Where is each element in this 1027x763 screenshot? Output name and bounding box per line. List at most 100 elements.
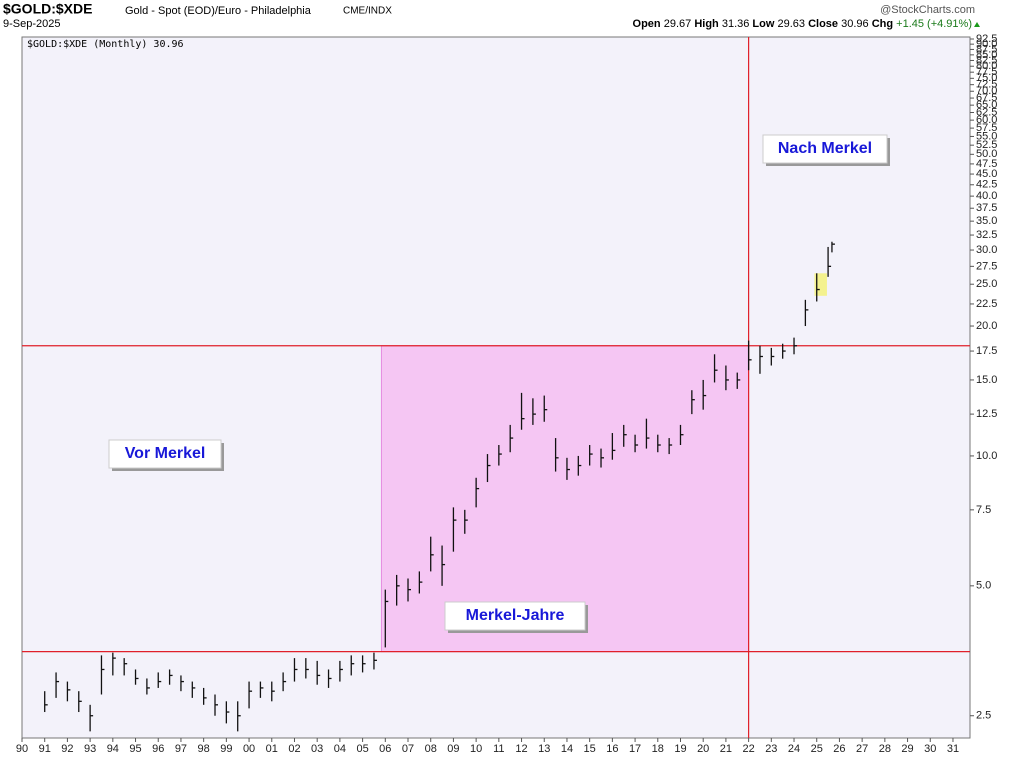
y-tick-label: 7.5 bbox=[976, 504, 991, 516]
x-tick-label: 02 bbox=[288, 743, 300, 755]
y-tick-label: 70.0 bbox=[976, 85, 997, 97]
quote-label: Low bbox=[752, 18, 774, 30]
x-tick-label: 04 bbox=[334, 743, 346, 755]
x-tick-label: 31 bbox=[947, 743, 959, 755]
annotation-box bbox=[444, 601, 586, 631]
x-tick-label: 99 bbox=[220, 743, 232, 755]
y-tick-label: 62.5 bbox=[976, 106, 997, 118]
x-tick-label: 23 bbox=[765, 743, 777, 755]
y-tick-label: 2.5 bbox=[976, 710, 991, 722]
x-tick-label: 05 bbox=[356, 743, 368, 755]
x-tick-label: 03 bbox=[311, 743, 323, 755]
y-tick-label: 5.0 bbox=[976, 580, 991, 592]
x-tick-label: 96 bbox=[152, 743, 164, 755]
date: 9-Sep-2025 bbox=[3, 18, 61, 30]
legend-label: $GOLD:$XDE (Monthly) 30.96 bbox=[27, 39, 184, 50]
x-tick-label: 07 bbox=[402, 743, 414, 755]
y-tick-label: 75.0 bbox=[976, 72, 997, 84]
description: Gold - Spot (EOD)/Euro - Philadelphia bbox=[125, 5, 312, 17]
x-tick-label: 11 bbox=[493, 743, 504, 755]
y-tick-label: 57.5 bbox=[976, 122, 997, 134]
x-tick-label: 28 bbox=[879, 743, 891, 755]
quote-value: +1.45 (+4.91%) bbox=[896, 18, 972, 30]
x-tick-label: 17 bbox=[629, 743, 641, 755]
y-tick-label: 47.5 bbox=[976, 158, 997, 170]
x-tick-label: 92 bbox=[61, 743, 73, 755]
quote-value: 29.67 bbox=[664, 18, 692, 30]
x-tick-label: 94 bbox=[107, 743, 119, 755]
y-tick-label: 42.5 bbox=[976, 179, 997, 191]
y-tick-label: 60.0 bbox=[976, 114, 997, 126]
y-tick-label: 15.0 bbox=[976, 374, 997, 386]
annotation-box bbox=[108, 439, 222, 469]
x-tick-label: 13 bbox=[538, 743, 550, 755]
y-tick-label: 27.5 bbox=[976, 260, 997, 272]
quote: Open 29.67 High 31.36 Low 29.63 Close 30… bbox=[633, 18, 972, 30]
y-tick-label: 87.5 bbox=[976, 43, 997, 55]
x-tick-label: 08 bbox=[425, 743, 437, 755]
y-tick-label: 52.5 bbox=[976, 139, 997, 151]
x-tick-label: 26 bbox=[833, 743, 845, 755]
quote-value: 31.36 bbox=[722, 18, 750, 30]
quote-value: 30.96 bbox=[841, 18, 869, 30]
y-tick-label: 45.0 bbox=[976, 168, 997, 180]
y-tick-label: 55.0 bbox=[976, 130, 997, 142]
y-tick-label: 80.0 bbox=[976, 60, 997, 72]
annotation: Merkel-Jahre bbox=[466, 607, 565, 624]
y-tick-label: 12.5 bbox=[976, 408, 997, 420]
y-tick-label: 30.0 bbox=[976, 244, 997, 256]
y-tick-label: 32.5 bbox=[976, 229, 997, 241]
y-tick-label: 82.5 bbox=[976, 54, 997, 66]
x-tick-label: 95 bbox=[129, 743, 141, 755]
x-tick-label: 01 bbox=[266, 743, 278, 755]
x-tick-label: 15 bbox=[584, 743, 596, 755]
y-tick-label: 85.0 bbox=[976, 49, 997, 61]
y-tick-label: 90.0 bbox=[976, 38, 997, 50]
exchange: CME/INDX bbox=[343, 6, 392, 17]
y-tick-label: 92.5 bbox=[976, 33, 997, 45]
x-tick-label: 93 bbox=[84, 743, 96, 755]
y-tick-label: 67.5 bbox=[976, 92, 997, 104]
x-tick-label: 20 bbox=[697, 743, 709, 755]
y-tick-label: 65.0 bbox=[976, 99, 997, 111]
x-tick-label: 91 bbox=[39, 743, 51, 755]
x-tick-label: 29 bbox=[901, 743, 913, 755]
quote-label: Chg bbox=[872, 18, 893, 30]
quote-label: High bbox=[694, 18, 719, 30]
quote-value: 29.63 bbox=[777, 18, 805, 30]
symbol: $GOLD:$XDE bbox=[3, 1, 92, 17]
y-tick-label: 25.0 bbox=[976, 278, 997, 290]
annotation: Vor Merkel bbox=[125, 445, 206, 462]
x-tick-label: 22 bbox=[742, 743, 754, 755]
x-tick-label: 10 bbox=[470, 743, 482, 755]
y-tick-label: 50.0 bbox=[976, 148, 997, 160]
y-tick-label: 37.5 bbox=[976, 202, 997, 214]
x-tick-label: 16 bbox=[606, 743, 618, 755]
x-tick-label: 09 bbox=[447, 743, 459, 755]
y-tick-label: 17.5 bbox=[976, 345, 997, 357]
x-tick-label: 27 bbox=[856, 743, 868, 755]
x-tick-label: 12 bbox=[515, 743, 527, 755]
y-tick-label: 77.5 bbox=[976, 66, 997, 78]
x-tick-label: 97 bbox=[175, 743, 187, 755]
source: @StockCharts.com bbox=[880, 4, 975, 16]
y-tick-label: 35.0 bbox=[976, 215, 997, 227]
x-tick-label: 19 bbox=[674, 743, 686, 755]
x-tick-label: 25 bbox=[811, 743, 823, 755]
y-tick-label: 22.5 bbox=[976, 298, 997, 310]
x-tick-label: 30 bbox=[924, 743, 936, 755]
y-tick-label: 10.0 bbox=[976, 450, 997, 462]
y-tick-label: 40.0 bbox=[976, 190, 997, 202]
up-arrow bbox=[974, 22, 980, 27]
x-tick-label: 98 bbox=[198, 743, 210, 755]
x-tick-label: 90 bbox=[16, 743, 28, 755]
annotation: Nach Merkel bbox=[778, 140, 872, 157]
annotation-box bbox=[762, 134, 888, 164]
x-tick-label: 14 bbox=[561, 743, 573, 755]
quote-label: Close bbox=[808, 18, 838, 30]
y-tick-label: 20.0 bbox=[976, 320, 997, 332]
x-tick-label: 06 bbox=[379, 743, 391, 755]
x-tick-label: 21 bbox=[720, 743, 732, 755]
y-tick-label: 72.5 bbox=[976, 79, 997, 91]
